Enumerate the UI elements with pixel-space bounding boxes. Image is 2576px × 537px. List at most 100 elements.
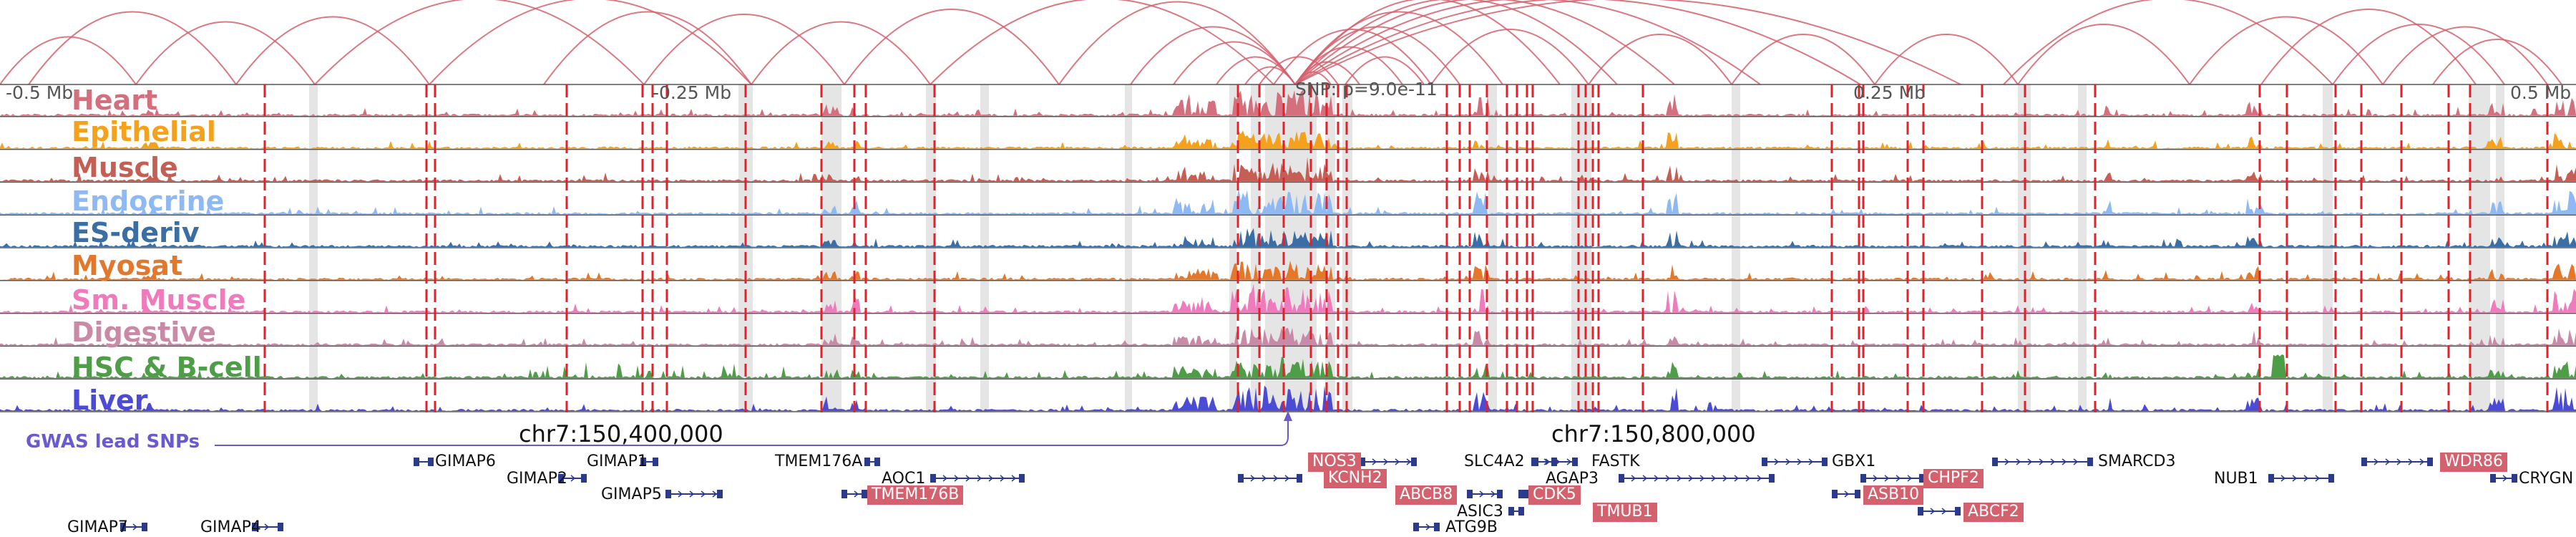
snp-pvalue-label: SNP: p=9.0e-11 — [1295, 79, 1438, 100]
gene-exon — [640, 458, 646, 466]
signal-track-4 — [0, 228, 2576, 247]
gene-strand-arrow — [1011, 475, 1017, 482]
gene-label-abcb8: ABCB8 — [1395, 485, 1458, 505]
gene-strand-arrow — [1941, 508, 1947, 515]
loop-arc — [1058, 1, 1296, 85]
gene-strand-arrow — [1425, 523, 1431, 531]
gene-strand-arrow — [1785, 458, 1791, 465]
highlight-region — [1488, 84, 1497, 412]
gene-strand-arrow — [2396, 458, 2402, 465]
gene-exon — [874, 458, 880, 466]
gene-label-gimap5: GIMAP5 — [601, 485, 662, 503]
gene-strand-arrow — [1566, 458, 1572, 465]
loop-arc — [1273, 29, 1432, 85]
gene-strand-arrow — [678, 490, 683, 498]
gene-strand-arrow — [988, 475, 994, 482]
gene-label-gimap1: GIMAP1 — [587, 453, 648, 470]
gene-exon — [1518, 507, 1524, 516]
gene-strand-arrow — [1545, 458, 1551, 465]
loop-arc — [1294, 0, 1761, 85]
gene-label-chpf2: CHPF2 — [1923, 469, 1984, 488]
gene-strand-arrow — [2303, 475, 2309, 482]
highlight-region — [821, 84, 841, 412]
signal-track-0 — [0, 90, 2576, 116]
gene-exon — [1918, 507, 1923, 516]
gene-exon — [1518, 490, 1524, 498]
gene-exon — [1019, 474, 1025, 483]
gene-exon — [142, 523, 147, 531]
loop-arc — [1173, 41, 1296, 85]
gene-strand-arrow — [1774, 458, 1780, 465]
gene-exon — [1508, 507, 1514, 516]
gene-strand-arrow — [1000, 475, 1005, 482]
gene-exon — [2087, 458, 2093, 466]
loop-arc — [2382, 26, 2548, 85]
gene-strand-arrow — [954, 475, 960, 482]
coordinate-label-left: chr7:150,400,000 — [519, 420, 723, 448]
gene-strand-arrow — [1262, 475, 1267, 482]
loop-arcs — [0, 0, 2562, 85]
highlight-region — [2078, 84, 2087, 412]
loop-arc — [2332, 24, 2505, 85]
loop-arc — [2017, 24, 2190, 85]
signal-track-5 — [0, 261, 2576, 280]
loop-arc — [0, 36, 137, 85]
gene-label-gimap4: GIMAP4 — [200, 518, 261, 536]
snp-lines — [263, 84, 2549, 412]
gene-label-gimap6: GIMAP6 — [435, 453, 496, 470]
loop-arc — [1130, 26, 1296, 85]
gene-label-abcf2: ABCF2 — [1963, 503, 2024, 522]
gene-label-smarcd3: SMARCD3 — [2098, 453, 2176, 470]
highlight-region — [980, 84, 989, 412]
highlight-region — [2323, 84, 2333, 412]
highlight-regions — [309, 84, 2504, 412]
gene-strand-arrow — [2027, 458, 2033, 465]
gene-label-kcnh2: KCNH2 — [1324, 469, 1387, 488]
gene-label-slc4a2: SLC4A2 — [1464, 453, 1525, 470]
gene-strand-arrow — [1665, 475, 1671, 482]
axis-tick-0.5mb: 0.5 Mb — [2510, 82, 2572, 103]
gene-label-aoc1: AOC1 — [882, 470, 926, 488]
gene-label-nos3: NOS3 — [1308, 453, 1361, 472]
highlight-region — [309, 84, 318, 412]
loop-arc — [429, 0, 752, 85]
gene-label-fastk: FASTK — [1591, 453, 1640, 470]
loop-arc — [1731, 34, 1875, 85]
loop-arc — [1588, 34, 1732, 85]
gene-strand-arrow — [854, 490, 859, 498]
gene-strand-arrow — [2373, 458, 2379, 465]
gene-label-tmub1: TMUB1 — [1593, 503, 1657, 522]
gene-exon — [1467, 490, 1473, 498]
gene-strand-arrow — [1745, 475, 1751, 482]
gene-strand-arrow — [1844, 490, 1850, 498]
gene-label-nub1: NUB1 — [2214, 470, 2258, 488]
gene-exon — [1992, 458, 1998, 466]
gene-exon — [1762, 458, 1767, 466]
gene-exon — [1411, 458, 1417, 466]
gene-strand-arrow — [570, 475, 576, 482]
track-label-endocrine: Endocrine — [72, 185, 225, 217]
loop-arc — [1430, 29, 1589, 85]
gene-label-atg9b: ATG9B — [1445, 518, 1498, 536]
gene-strand-arrow — [264, 523, 270, 531]
gene-exon — [1919, 474, 1925, 483]
gene-exon — [1619, 474, 1624, 483]
highlight-region — [1571, 84, 1591, 412]
gene-strand-arrow — [2280, 475, 2286, 482]
gene-label-gbx1: GBX1 — [1832, 453, 1876, 470]
track-label-sm-muscle: Sm. Muscle — [72, 284, 246, 316]
track-label-epithelial: Epithelial — [72, 116, 216, 147]
loop-arc — [1294, 0, 1861, 85]
highlight-region — [2018, 84, 2031, 412]
gene-exon — [414, 458, 419, 466]
gene-exon — [1551, 458, 1557, 466]
loop-arc — [751, 21, 931, 85]
gene-label-gimap2: GIMAP2 — [507, 470, 567, 488]
gene-strand-arrow — [1734, 475, 1740, 482]
gene-exon — [1533, 458, 1538, 466]
loop-arc — [1294, 0, 1675, 85]
loop-arc — [844, 9, 1060, 85]
gene-strand-arrow — [1711, 475, 1717, 482]
loop-arc — [1244, 66, 1296, 85]
